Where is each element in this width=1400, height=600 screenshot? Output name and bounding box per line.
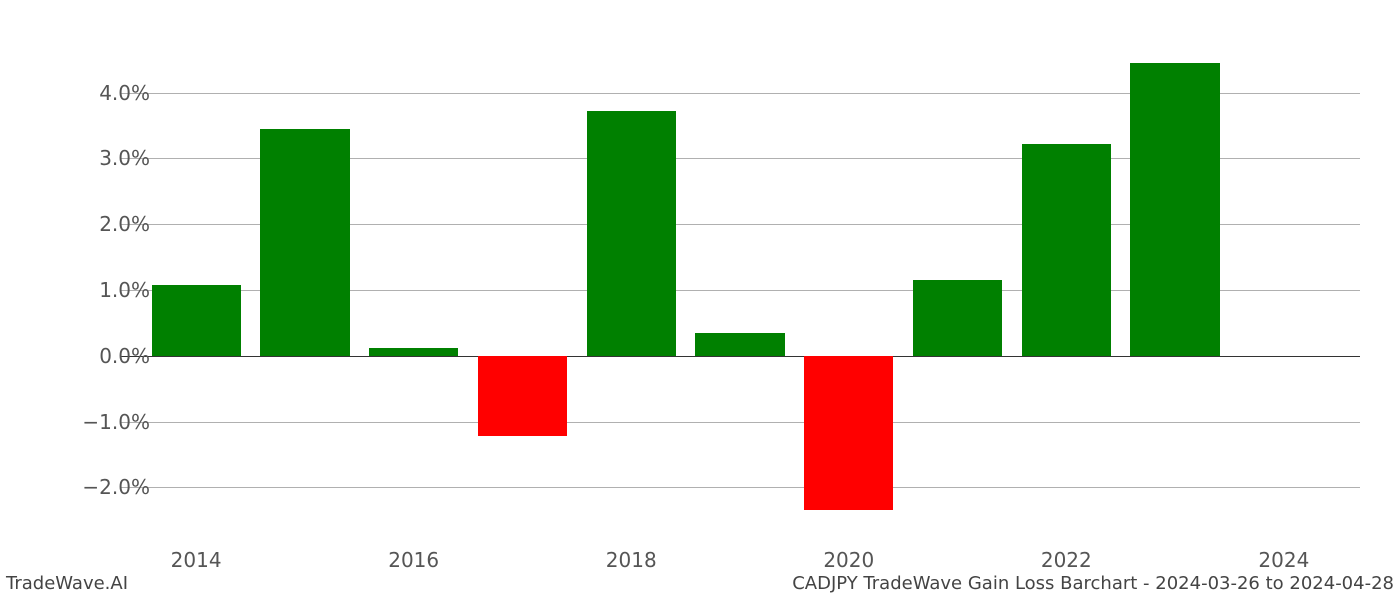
bar-2022 [1022,144,1111,356]
gridline [120,487,1360,488]
xtick-label: 2024 [1258,548,1309,572]
zero-gridline [120,356,1360,358]
ytick-label: 4.0% [70,81,150,105]
bar-2019 [695,333,784,356]
bar-2018 [587,111,676,356]
plot-region [120,40,1360,540]
bar-2015 [260,129,349,356]
bar-2017 [478,356,567,436]
ytick-label: 3.0% [70,146,150,170]
xtick-label: 2014 [171,548,222,572]
bar-2014 [152,285,241,356]
gridline [120,422,1360,423]
ytick-label: −1.0% [70,410,150,434]
ytick-label: −2.0% [70,475,150,499]
ytick-label: 2.0% [70,212,150,236]
ytick-label: 0.0% [70,344,150,368]
bar-2023 [1130,63,1219,356]
footer-brand: TradeWave.AI [6,573,128,594]
bar-2020 [804,356,893,511]
xtick-label: 2018 [606,548,657,572]
xtick-label: 2016 [388,548,439,572]
bar-2021 [913,280,1002,356]
ytick-label: 1.0% [70,278,150,302]
bar-2016 [369,348,458,356]
footer-caption: CADJPY TradeWave Gain Loss Barchart - 20… [792,573,1394,594]
xtick-label: 2020 [823,548,874,572]
chart-plot-area [120,40,1360,540]
xtick-label: 2022 [1041,548,1092,572]
